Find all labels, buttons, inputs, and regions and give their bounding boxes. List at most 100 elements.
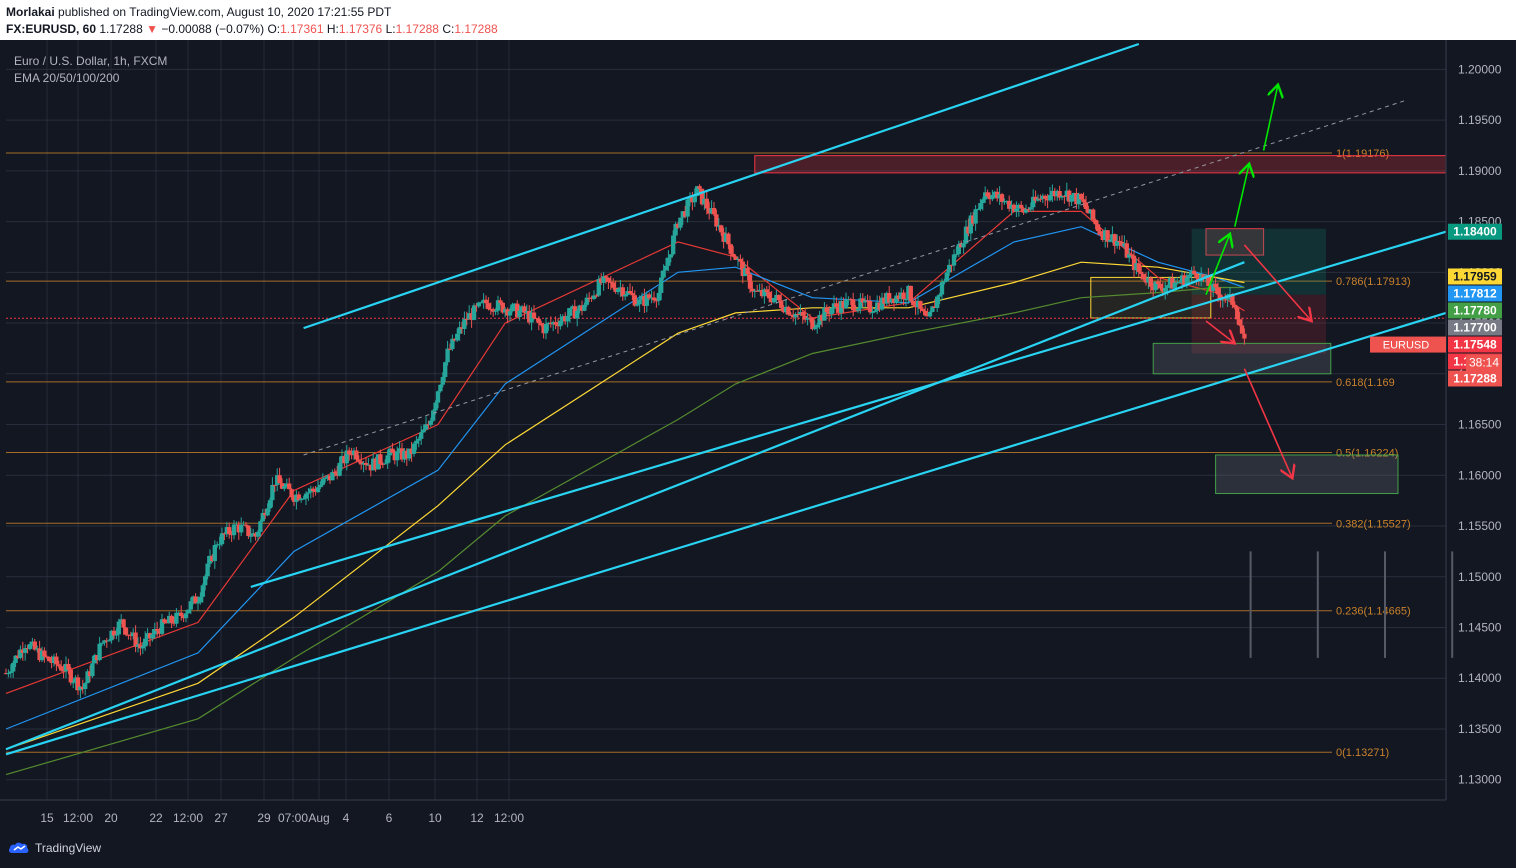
forecast-arrow xyxy=(1262,85,1278,151)
candle-body xyxy=(229,534,234,536)
candle-body xyxy=(867,301,873,313)
candle-body xyxy=(613,287,618,292)
candle-body xyxy=(35,648,40,650)
candle-body xyxy=(483,299,489,304)
candle-body xyxy=(877,302,882,310)
candle-body xyxy=(344,450,349,464)
price-tag-label: 1.17288 xyxy=(1453,371,1497,385)
candle-body xyxy=(6,672,11,674)
candle-body xyxy=(347,450,352,455)
candle-body xyxy=(951,254,957,266)
channel-line xyxy=(5,261,1245,751)
candle-body xyxy=(99,642,105,644)
candle-body xyxy=(452,338,457,341)
candle-body xyxy=(215,544,220,546)
candle-body xyxy=(1079,194,1084,200)
x-tick-label: 12:00 xyxy=(494,811,524,825)
candle-body xyxy=(699,188,705,205)
candle-body xyxy=(966,226,971,234)
candle-body xyxy=(1014,208,1019,212)
candle-body xyxy=(714,214,719,227)
x-tick-label: 12:00 xyxy=(63,811,93,825)
candle-body xyxy=(111,630,117,636)
candle-body xyxy=(330,472,335,481)
candle-body xyxy=(831,303,837,309)
candle-body xyxy=(891,298,897,303)
candle-body xyxy=(548,322,553,325)
chart-area[interactable]: 1(1.19176) 0.786(1.17913) 0.618(1.169 0.5(1… xyxy=(0,40,1516,830)
candle-body xyxy=(176,612,181,614)
candle-body xyxy=(579,305,585,311)
candle-body xyxy=(1057,190,1062,198)
candle-body xyxy=(207,555,213,564)
candle-body xyxy=(620,287,625,297)
candle-body xyxy=(1213,283,1218,288)
candle-body xyxy=(1139,271,1144,274)
y-tick-label: 1.14500 xyxy=(1458,620,1502,634)
candle-body xyxy=(114,634,119,636)
candle-body xyxy=(272,484,277,486)
candle-body xyxy=(351,450,357,455)
candle-body xyxy=(63,663,69,672)
high-value: 1.17376 xyxy=(338,22,383,36)
candle-body xyxy=(1040,195,1045,199)
candle-body xyxy=(109,630,114,641)
author-name[interactable]: Morlakai xyxy=(6,5,55,19)
candle-body xyxy=(1086,209,1091,214)
price-chart[interactable]: 1(1.19176) 0.786(1.17913) 0.618(1.169 0.5(1… xyxy=(0,40,1516,830)
candle-body xyxy=(150,634,155,639)
candle-body xyxy=(291,497,297,502)
candle-body xyxy=(152,629,157,635)
zone-box xyxy=(1215,454,1399,495)
candle-body xyxy=(195,602,201,604)
candle-body xyxy=(649,297,654,299)
candle-body xyxy=(1165,285,1170,288)
candle-body xyxy=(210,555,215,562)
candle-body xyxy=(1136,263,1141,272)
candle-body xyxy=(570,306,575,309)
candle-body xyxy=(32,641,37,650)
candle-body xyxy=(191,596,196,602)
candle-body xyxy=(380,463,385,465)
candle-body xyxy=(743,268,748,277)
down-triangle-icon: ▼ xyxy=(146,22,158,36)
candle-body xyxy=(131,632,136,636)
candle-body xyxy=(306,492,311,494)
candle-body xyxy=(733,256,738,261)
candle-body xyxy=(594,295,599,297)
candle-body xyxy=(498,300,503,303)
y-tick-label: 1.19000 xyxy=(1458,164,1502,178)
candle-body xyxy=(198,596,203,603)
candle-body xyxy=(234,524,239,526)
tradingview-logo[interactable]: TradingView xyxy=(8,841,101,855)
price-tag xyxy=(1448,223,1502,240)
candle-body xyxy=(834,303,839,307)
candle-body xyxy=(491,309,496,312)
candle-body xyxy=(320,478,325,485)
candle-body xyxy=(567,308,573,316)
candle-body xyxy=(771,297,777,303)
candle-body xyxy=(428,420,433,425)
candle-body xyxy=(1007,200,1012,209)
candle-body xyxy=(123,627,129,635)
candle-body xyxy=(846,299,851,301)
candle-body xyxy=(287,483,292,490)
candle-body xyxy=(980,199,985,204)
candle-body xyxy=(301,498,306,500)
candle-body xyxy=(284,483,289,487)
tradingview-cloud-icon xyxy=(8,842,29,853)
candle-body xyxy=(596,279,601,296)
candle-body xyxy=(102,640,107,643)
candle-body xyxy=(1151,286,1156,291)
candle-body xyxy=(870,312,875,314)
candle-body xyxy=(606,277,611,282)
candle-body xyxy=(171,622,177,624)
candle-body xyxy=(839,301,844,313)
candle-body xyxy=(534,318,539,320)
candle-body xyxy=(927,311,933,317)
candle-body xyxy=(1237,319,1242,326)
candle-body xyxy=(803,315,808,320)
candle-body xyxy=(1062,195,1067,197)
candle-body xyxy=(407,448,412,459)
candle-body xyxy=(426,424,431,426)
